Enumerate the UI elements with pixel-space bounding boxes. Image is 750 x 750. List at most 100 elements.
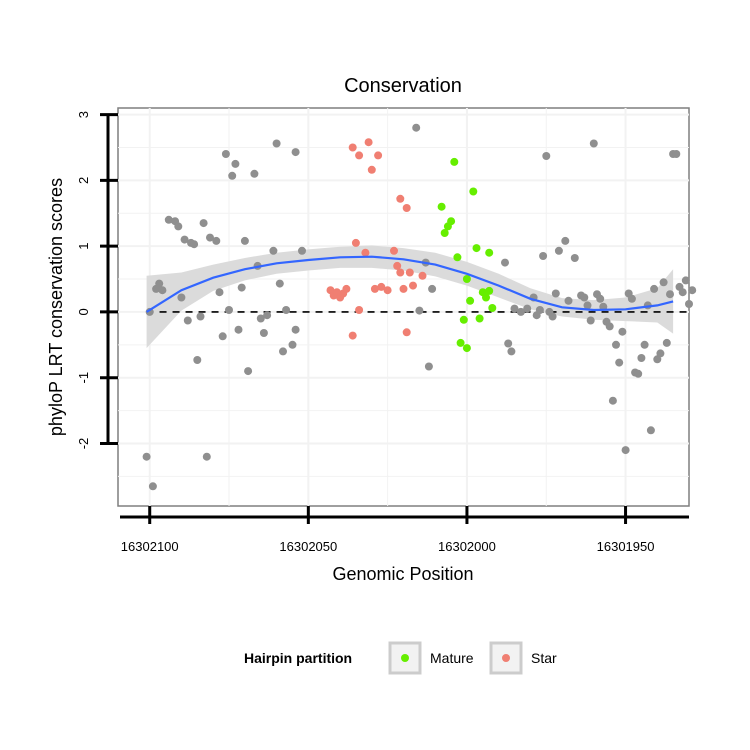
data-point-other	[190, 240, 199, 249]
data-point-star	[364, 138, 373, 147]
data-point-other	[507, 347, 516, 356]
data-point-other	[237, 283, 246, 292]
data-point-other	[256, 314, 265, 323]
chart-title: Conservation	[344, 75, 462, 97]
data-point-star	[342, 284, 351, 293]
data-point-other	[510, 304, 519, 313]
data-point-other	[415, 306, 424, 315]
data-point-mature	[456, 338, 465, 347]
legend-key-mature-box	[388, 641, 422, 675]
data-point-mature	[485, 248, 494, 257]
data-point-mature	[472, 244, 481, 253]
y-axis: -2 -1 0 1 2 3	[76, 111, 118, 449]
data-point-other	[221, 150, 230, 158]
data-point-other	[424, 362, 433, 371]
data-point-star	[402, 204, 411, 212]
data-point-other	[554, 246, 563, 255]
data-point-star	[348, 331, 357, 340]
data-point-other	[516, 307, 525, 316]
data-point-star	[377, 282, 386, 291]
data-point-other	[215, 288, 224, 297]
data-point-mature	[453, 253, 462, 262]
data-point-other	[183, 316, 192, 325]
data-point-other	[202, 452, 211, 461]
x-axis-title: Genomic Position	[332, 564, 473, 584]
x-tick-label: 16302000	[438, 539, 496, 554]
data-point-star	[351, 238, 360, 247]
y-tick-label: 3	[76, 111, 91, 118]
data-point-star	[399, 284, 408, 293]
data-point-other	[608, 396, 617, 405]
data-point-other	[659, 278, 668, 287]
data-point-star	[383, 286, 392, 295]
data-point-star	[374, 151, 383, 160]
data-point-other	[225, 306, 233, 314]
data-point-other	[618, 327, 627, 336]
data-point-other	[605, 322, 614, 331]
y-tick-label: -2	[76, 438, 91, 450]
data-point-star	[367, 165, 376, 174]
data-point-mature	[466, 296, 475, 305]
data-point-other	[177, 293, 186, 302]
data-point-other	[158, 286, 167, 295]
data-point-mature	[440, 229, 449, 237]
legend-label-mature: Mature	[430, 650, 474, 666]
data-point-other	[523, 304, 532, 313]
data-point-other	[678, 288, 687, 297]
data-point-mature	[485, 286, 494, 295]
data-point-other	[199, 219, 208, 228]
data-point-other	[234, 325, 243, 334]
data-point-other	[228, 171, 237, 180]
data-point-star	[370, 284, 379, 293]
x-tick-label: 16302100	[121, 539, 179, 554]
data-point-other	[148, 482, 157, 491]
data-point-other	[583, 301, 592, 310]
data-point-star	[396, 268, 405, 277]
data-point-mature	[450, 157, 459, 166]
data-point-other	[504, 339, 513, 348]
confidence-band-layer	[146, 245, 674, 349]
data-point-other	[298, 246, 306, 255]
data-point-other	[666, 290, 674, 299]
data-point-other	[612, 340, 620, 349]
data-point-other	[688, 286, 697, 295]
data-point-other	[653, 355, 662, 364]
data-point-star	[418, 271, 427, 280]
legend-label-star: Star	[531, 650, 557, 666]
legend-key-mature-dot	[401, 654, 409, 662]
data-point-other	[662, 338, 671, 347]
data-point-other	[640, 340, 649, 349]
data-point-other	[212, 236, 221, 245]
data-point-other	[250, 169, 259, 178]
data-point-other	[288, 340, 297, 349]
x-tick-label: 16302050	[279, 539, 337, 554]
data-point-star	[409, 281, 417, 290]
data-point-other	[615, 358, 624, 367]
data-point-star	[361, 248, 370, 257]
data-point-other	[206, 233, 214, 242]
data-point-other	[672, 150, 681, 158]
y-axis-title: phyloP LRT conservation scores	[46, 178, 66, 436]
data-point-other	[174, 222, 183, 231]
data-point-other	[539, 252, 548, 260]
data-point-other	[548, 312, 557, 321]
data-point-other	[685, 300, 693, 308]
data-point-other	[542, 152, 551, 160]
data-point-mature	[469, 187, 478, 196]
data-point-other	[656, 349, 665, 358]
data-point-other	[291, 148, 300, 157]
data-point-other	[218, 332, 227, 341]
data-point-other	[634, 369, 643, 378]
x-tick-label: 16301950	[597, 539, 655, 554]
data-point-other	[142, 452, 151, 461]
data-point-mature	[462, 275, 471, 283]
data-point-other	[551, 289, 560, 298]
smooth-curve	[146, 255, 674, 313]
data-point-star	[355, 306, 364, 314]
data-point-mature	[488, 304, 497, 312]
data-point-other	[637, 354, 646, 362]
smooth-curve-layer	[146, 255, 674, 313]
data-point-other	[580, 293, 589, 302]
data-point-star	[390, 246, 398, 255]
data-point-other	[282, 306, 291, 314]
